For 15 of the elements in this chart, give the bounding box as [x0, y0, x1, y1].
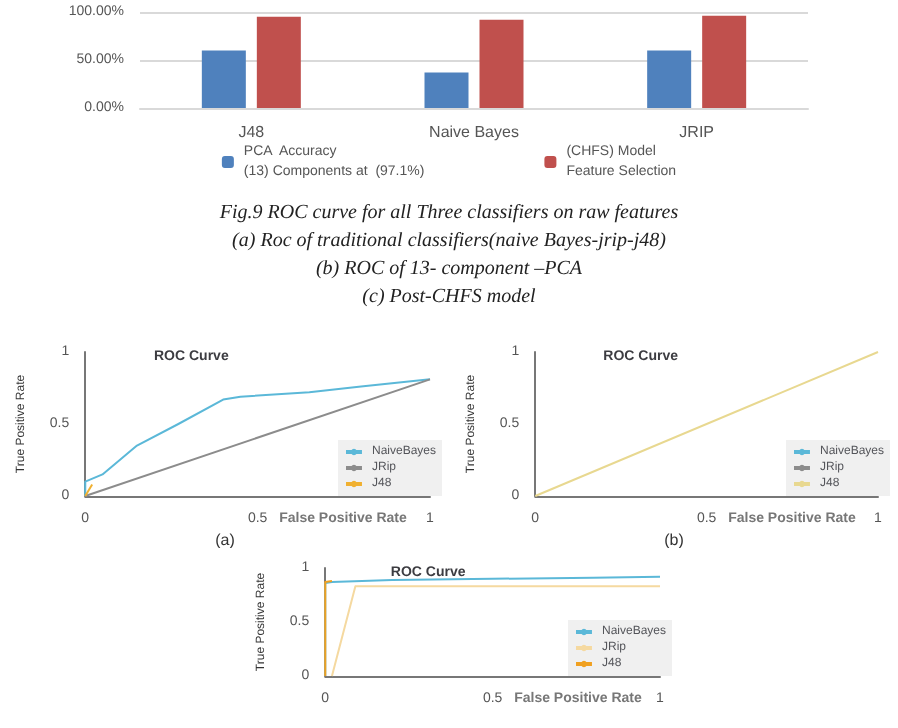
x-tick-label: JRIP — [679, 123, 715, 141]
x-tick-label: Naive Bayes — [429, 123, 519, 141]
bar — [479, 19, 524, 108]
bar — [201, 50, 246, 108]
text: (b) — [664, 531, 685, 549]
bar — [702, 15, 747, 108]
text: (a) Roc of traditional classifiers(naive Bayes-jrip-j48) — [230, 230, 668, 252]
text: (a) — [215, 531, 236, 549]
bar — [256, 16, 301, 108]
bar — [647, 50, 692, 108]
text: (b) ROC of 13- component –PCA — [313, 258, 585, 280]
text: (c) Post-CHFS model — [360, 286, 538, 308]
x-tick-label: J48 — [238, 123, 266, 141]
bar — [424, 72, 469, 108]
caption: Fig.9 ROC curve for all Three classifiers on raw features — [217, 202, 681, 224]
